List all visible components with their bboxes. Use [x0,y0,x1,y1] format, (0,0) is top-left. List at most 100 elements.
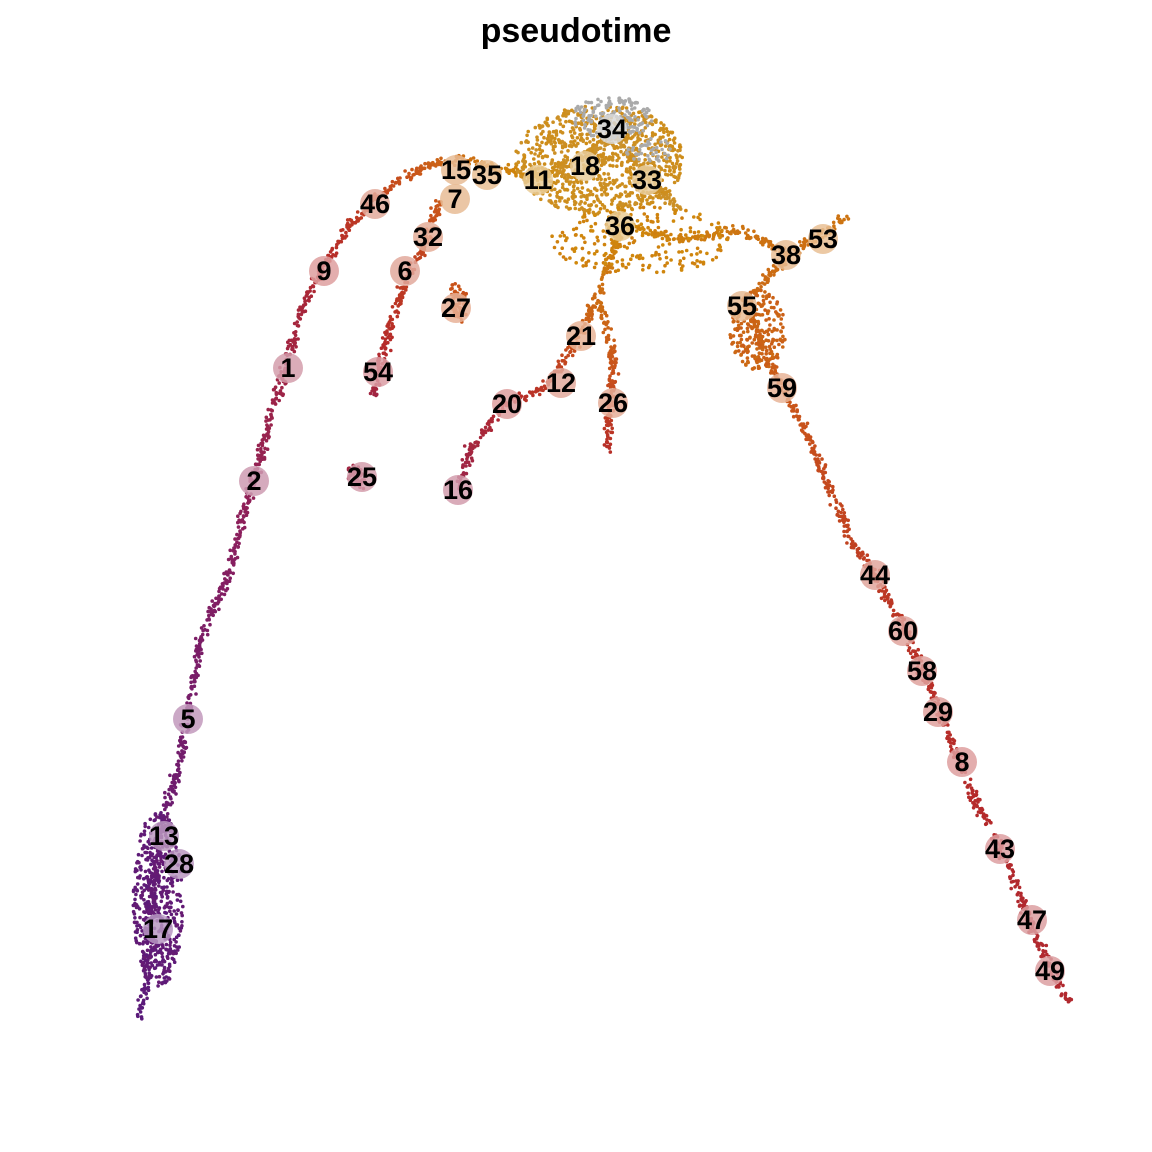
cluster-halo [523,165,553,195]
cell-point [653,229,657,233]
cell-point [609,423,613,427]
cell-point [781,334,785,339]
cell-point [763,290,767,294]
cell-point [396,304,401,308]
cell-point [842,520,846,524]
cell-point [695,259,699,263]
cell-point [845,529,849,534]
cell-point [175,923,180,927]
cell-point [614,242,619,247]
cell-point [836,509,841,514]
cell-point [834,498,838,502]
cell-point [798,240,802,244]
cell-point [264,438,269,443]
cell-point [605,208,609,213]
cell-point [554,133,559,137]
cell-point [652,205,657,210]
cell-point [213,609,218,614]
cell-point [672,141,677,145]
cell-point [842,534,847,538]
cell-point [987,819,992,823]
cell-point [274,396,278,401]
cell-point [593,105,597,110]
cell-point [287,338,292,343]
cell-point [133,867,138,871]
cell-point [180,749,184,753]
cell-point [169,796,173,801]
cell-point [718,245,722,249]
cell-point [374,393,378,398]
cell-point [411,173,415,177]
cell-point [709,222,714,227]
cell-point [558,189,562,193]
cell-point [194,644,199,648]
cluster-halo [860,560,890,590]
cell-point [684,208,688,213]
cell-point [651,152,655,157]
cell-point [621,202,625,206]
cell-point [546,140,550,144]
cell-point [535,138,540,142]
cell-point [791,414,796,419]
cluster-label-28: 28 [164,849,194,879]
cell-point [136,852,141,857]
cell-point [834,506,838,511]
cell-point [521,167,525,171]
cell-point [646,139,650,144]
cell-point [180,920,184,924]
cell-point [236,514,240,518]
cell-point [312,289,316,294]
cell-point [135,940,139,945]
cell-point [573,139,577,143]
cell-point [277,381,282,385]
cell-point [735,229,740,233]
cell-point [549,142,554,146]
cluster-label-11: 11 [524,165,553,195]
cell-point [634,229,639,233]
cluster-halo [597,114,627,144]
cell-point [142,987,147,992]
cluster-halo [239,466,269,496]
cell-point [385,190,390,195]
cell-point [587,251,591,255]
cell-point [1017,885,1022,890]
cell-point [429,213,433,218]
cell-point [718,235,722,240]
cell-point [153,958,158,963]
cell-point [609,102,613,106]
cell-point [605,437,609,442]
cell-point [582,236,586,240]
cell-point [664,255,669,260]
cell-point [168,900,172,904]
cell-point [553,164,557,169]
cell-point [984,814,989,818]
cell-point [623,113,627,117]
cell-point [585,132,589,137]
cell-point [555,240,560,244]
cell-point [777,342,781,347]
cell-point [596,308,601,312]
cell-point [668,130,673,135]
cell-point [1009,880,1014,884]
cell-point [778,308,783,312]
cell-point [768,323,772,327]
cell-point [380,336,385,340]
cell-point [176,933,181,937]
cell-point [556,205,560,210]
cell-point [293,330,298,334]
cell-point [771,337,775,342]
cell-point [558,165,563,169]
cell-point [658,136,663,141]
cell-point [568,350,572,355]
cell-point [761,345,765,349]
cell-point [678,206,682,211]
cell-point [565,236,569,240]
cell-point [616,203,621,207]
cell-point [853,543,858,548]
cell-point [266,429,271,434]
cell-point [766,332,771,337]
cell-point [608,374,612,378]
cell-point [196,651,200,655]
cell-point [629,257,633,262]
cell-point [826,479,830,483]
